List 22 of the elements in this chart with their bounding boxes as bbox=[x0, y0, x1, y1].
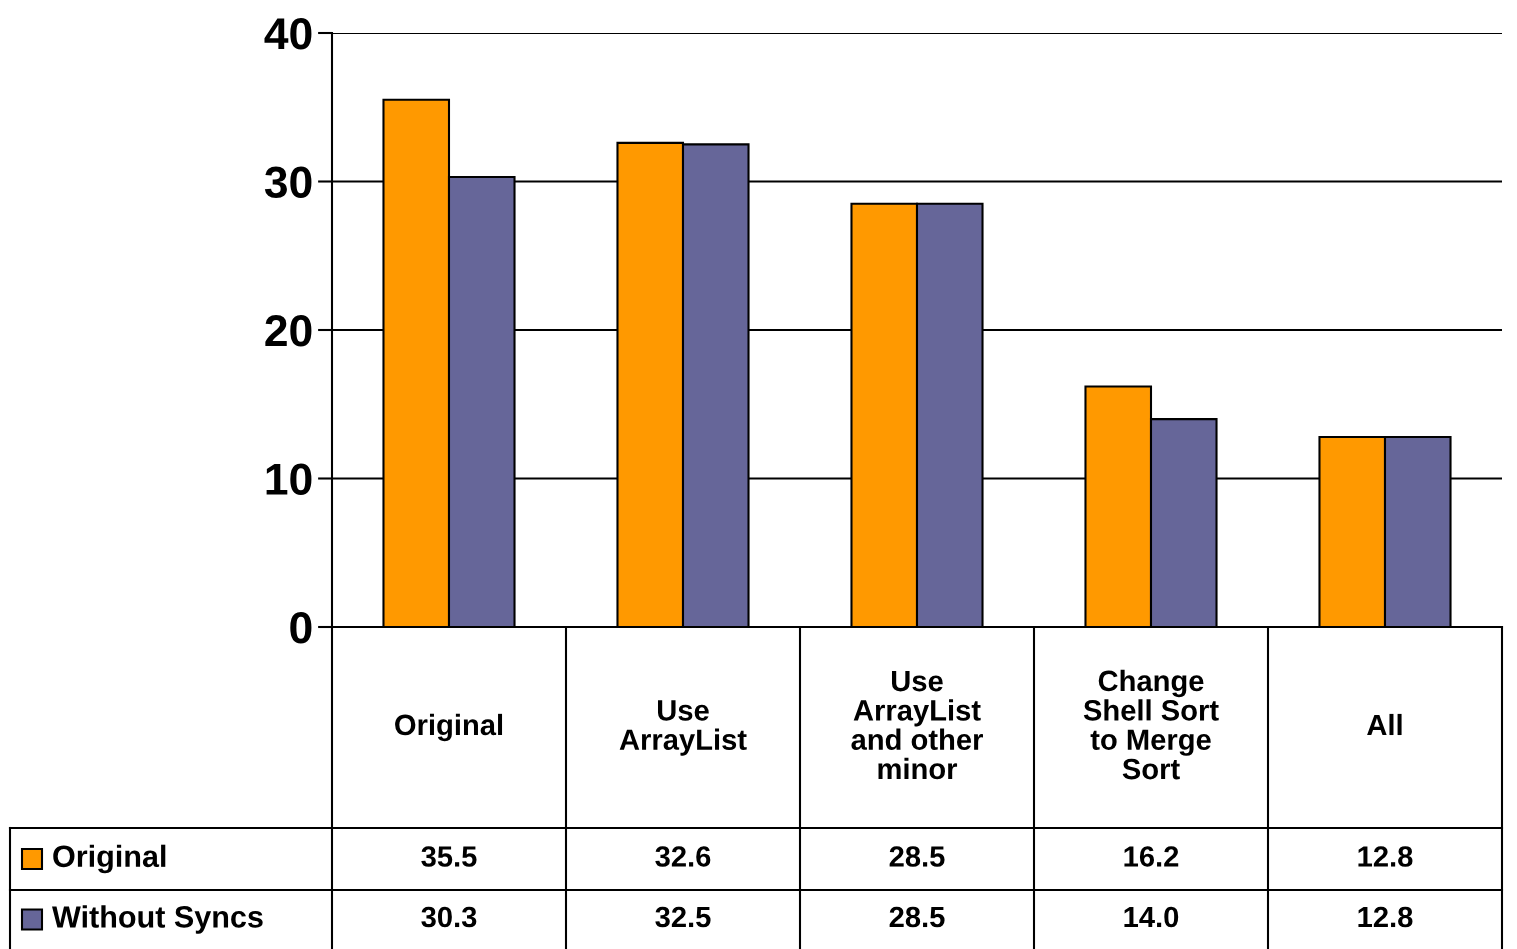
legend-label: Original bbox=[53, 844, 166, 874]
x-tick-label: All bbox=[1367, 713, 1402, 736]
data-label: 12.8 bbox=[1358, 846, 1413, 867]
y-tick-label: 40 bbox=[264, 18, 312, 50]
data-label: 14.0 bbox=[1124, 906, 1179, 928]
data-label: 16.2 bbox=[1124, 846, 1179, 867]
legend-label: Without Syncs bbox=[52, 905, 263, 934]
data-label: 32.5 bbox=[655, 906, 711, 928]
x-tick-label: Use ArrayList bbox=[619, 700, 747, 756]
x-tick-label: Original bbox=[395, 713, 503, 742]
data-label: 32.6 bbox=[655, 846, 711, 867]
data-label: 35.5 bbox=[421, 846, 477, 867]
y-tick-label: 0 bbox=[290, 612, 312, 644]
x-tick-label: Change Shell Sort to Merge Sort bbox=[1083, 669, 1219, 780]
data-label: 28.5 bbox=[889, 846, 945, 867]
data-label: 12.8 bbox=[1358, 906, 1413, 928]
data-label: 30.3 bbox=[421, 906, 477, 928]
data-label: 28.5 bbox=[889, 906, 945, 928]
y-tick-label: 10 bbox=[266, 463, 312, 496]
y-tick-label: 20 bbox=[265, 315, 312, 347]
x-tick-label: Use ArrayList and other minor bbox=[851, 671, 983, 780]
y-tick-label: 30 bbox=[264, 166, 312, 199]
